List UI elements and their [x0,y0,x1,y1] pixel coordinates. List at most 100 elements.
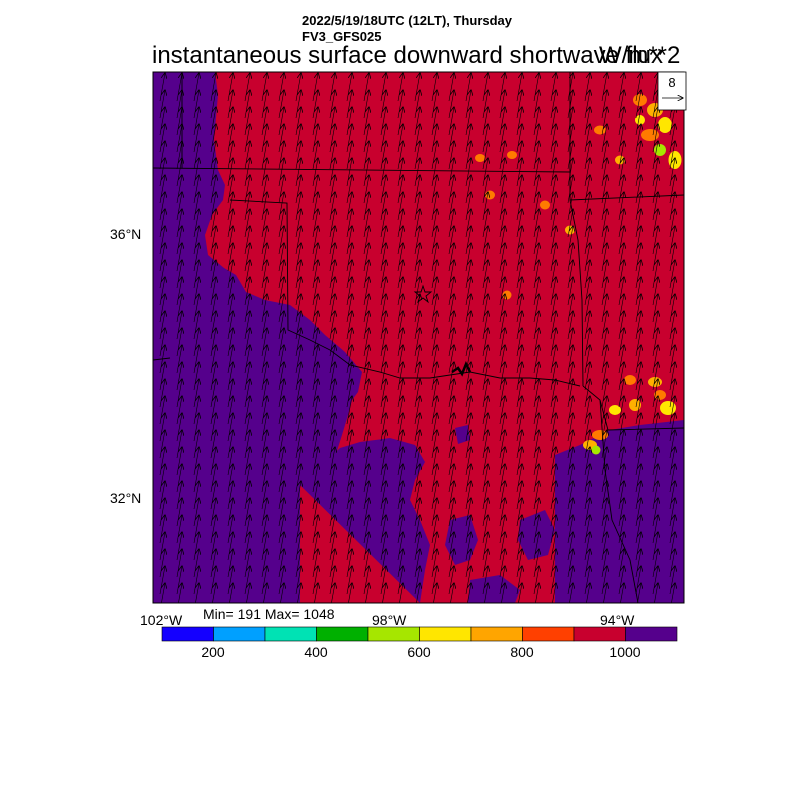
wind-vector-arrow [635,532,641,561]
wind-vector-arrow [414,158,420,187]
wind-vector-arrow [567,226,573,255]
wind-vector-arrow [176,481,182,510]
wind-vector-arrow [210,396,216,425]
wind-vector-arrow [550,124,556,153]
wind-vector-arrow [431,277,437,306]
wind-vector-arrow [601,243,607,272]
wind-vector-arrow [431,345,437,374]
wind-vector-arrow [431,447,437,476]
wind-vector-arrow [584,379,590,408]
wind-vector-arrow [346,549,352,578]
wind-vector-arrow [261,260,267,289]
wind-vector-arrow [567,549,573,578]
wind-vector-arrow [261,566,267,595]
wind-vector-arrow [414,515,420,544]
wind-vector-arrow [584,481,590,510]
wind-vector-arrow [363,498,369,527]
wind-vector-arrow [516,192,522,221]
wind-vector-arrow [414,396,420,425]
wind-vector-arrow [312,209,318,238]
wind-vector-arrow [499,226,505,255]
wind-vector-arrow [193,396,199,425]
map-title: instantaneous surface downward shortwave… [152,42,663,69]
wind-vector-arrow [193,498,199,527]
wind-vector-arrow [618,464,624,493]
wind-vector-arrow [363,481,369,510]
wind-vector-arrow [482,464,488,493]
wind-vector-arrow [364,583,369,603]
wind-vector-arrow [244,532,250,561]
wind-vector-arrow [244,481,250,510]
wind-vector-arrow [380,73,386,102]
colorbar-swatch [161,626,214,642]
wind-vector-arrow [567,73,573,102]
wind-vector-arrow [261,464,267,493]
wind-vector-arrow [176,209,182,238]
wind-vector-arrow [397,141,403,170]
wind-vector-arrow [635,260,641,289]
lon-label-102w: 102°W [140,612,183,628]
wind-vector-arrow [618,311,624,340]
wind-vector-arrow [227,141,233,170]
wind-vector-arrow [669,294,675,323]
wind-vector-arrow [567,260,573,289]
wind-vector-arrow [533,243,539,272]
wind-vector-arrow [550,396,556,425]
wind-vector-arrow [533,464,539,493]
wind-vector-arrow [346,243,352,272]
wind-vector-arrow [516,260,522,289]
wind-vector-arrow [176,73,182,102]
wind-vector-arrow [261,209,267,238]
wind-vector-arrow [584,515,590,544]
wind-vector-arrow [397,413,403,442]
wind-vector-arrow [601,107,607,136]
wind-vector-arrow [482,73,488,102]
wind-vector-arrow [567,396,573,425]
wind-vector-arrow [312,447,318,476]
wind-vector-arrow [448,481,454,510]
wind-vector-arrow [329,345,335,374]
wind-vector-arrow [533,549,539,578]
wind-vector-arrow [550,345,556,374]
wind-vector-arrow [431,73,437,102]
wind-vector-arrow [601,277,607,306]
wind-vector-arrow [414,566,420,595]
wind-vector-arrow [482,243,488,272]
date-time-label: 2022/5/19/18UTC (12LT), Thursday [302,13,513,28]
colorbar-tick-label: 800 [510,644,534,660]
wind-vector-arrow [261,243,267,272]
wind-vector-arrow [584,345,590,374]
wind-vector-arrow [601,260,607,289]
wind-vector-arrow [380,124,386,153]
wind-vector-arrow [652,566,658,595]
wind-vector-arrow [618,413,624,442]
cloud-patch [507,151,517,159]
wind-vector-arrow [278,175,284,204]
wind-vector-arrow [448,175,454,204]
wind-vector-arrow [567,362,573,391]
colorbar-swatch [625,626,678,642]
wind-vector-arrow [652,413,658,442]
wind-vector-arrow [482,566,488,595]
wind-vector-arrow [482,379,488,408]
wind-vector-arrow [584,311,590,340]
wind-vector-arrow [601,549,607,578]
wind-vector-arrow [278,515,284,544]
colorbar-swatch [573,626,626,642]
wind-vector-arrow [414,498,420,527]
wind-vector-arrow [312,294,318,323]
wind-vector-arrow [380,379,386,408]
wind-vector-arrow [635,447,641,476]
wind-vector-arrow [176,158,182,187]
wind-vector-arrow [431,311,437,340]
wind-vector-arrow [669,430,675,459]
wind-vector-arrow [533,73,539,102]
wind-vector-arrow [244,498,250,527]
wind-vector-arrow [618,73,624,102]
wind-vector-arrow [228,583,233,603]
wind-vector-arrow [193,192,199,221]
wind-vector-arrow [278,413,284,442]
wind-vector-arrow [329,90,335,119]
wind-vector-arrow [601,141,607,170]
wind-vector-arrow [329,124,335,153]
